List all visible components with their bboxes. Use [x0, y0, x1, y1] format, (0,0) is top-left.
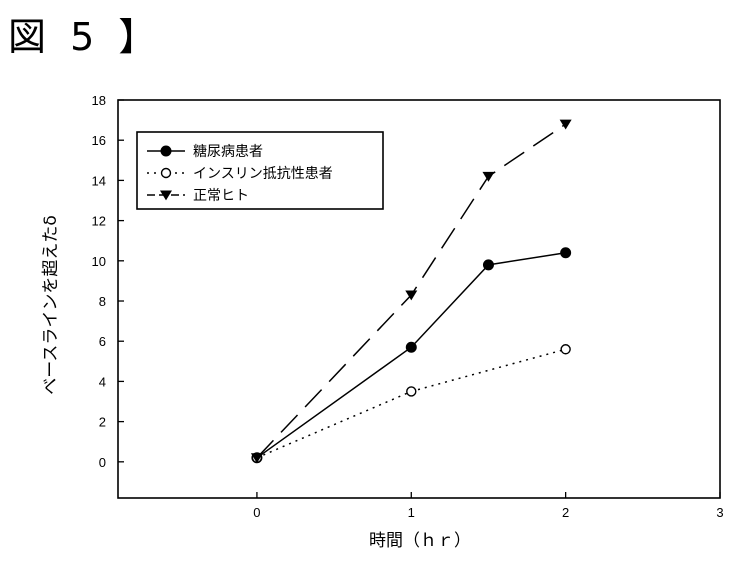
- y-tick-label: 10: [92, 254, 106, 269]
- y-tick-label: 16: [92, 133, 106, 148]
- x-tick-label: 3: [716, 505, 723, 520]
- y-tick-label: 4: [99, 374, 106, 389]
- data-point: [161, 146, 171, 156]
- data-point: [560, 120, 572, 130]
- y-tick-label: 18: [92, 93, 106, 108]
- x-axis-label: 時間（ｈｒ）: [369, 531, 471, 551]
- y-tick-label: 6: [99, 334, 106, 349]
- data-point: [162, 169, 171, 178]
- legend-label: インスリン抵抗性患者: [193, 166, 333, 182]
- y-tick-label: 8: [99, 294, 106, 309]
- y-tick-label: 14: [92, 173, 106, 188]
- data-point: [482, 172, 494, 182]
- legend: 糖尿病患者インスリン抵抗性患者正常ヒト: [137, 132, 383, 209]
- data-point: [407, 387, 416, 396]
- x-tick-label: 2: [562, 505, 569, 520]
- y-tick-label: 2: [99, 415, 106, 430]
- y-tick-label: 0: [99, 455, 106, 470]
- y-tick-label: 12: [92, 214, 106, 229]
- x-tick-label: 0: [253, 505, 260, 520]
- legend-label: 正常ヒト: [193, 188, 249, 204]
- series-line: [257, 349, 566, 458]
- series-group: [252, 345, 570, 463]
- data-point: [483, 260, 493, 270]
- series-group: [252, 248, 571, 463]
- data-point: [561, 345, 570, 354]
- legend-label: 糖尿病患者: [193, 144, 263, 160]
- data-point: [561, 248, 571, 258]
- x-tick-label: 1: [408, 505, 415, 520]
- series-line: [257, 253, 566, 458]
- y-axis-label: ベースラインを超えたδ: [41, 215, 61, 395]
- data-point: [406, 342, 416, 352]
